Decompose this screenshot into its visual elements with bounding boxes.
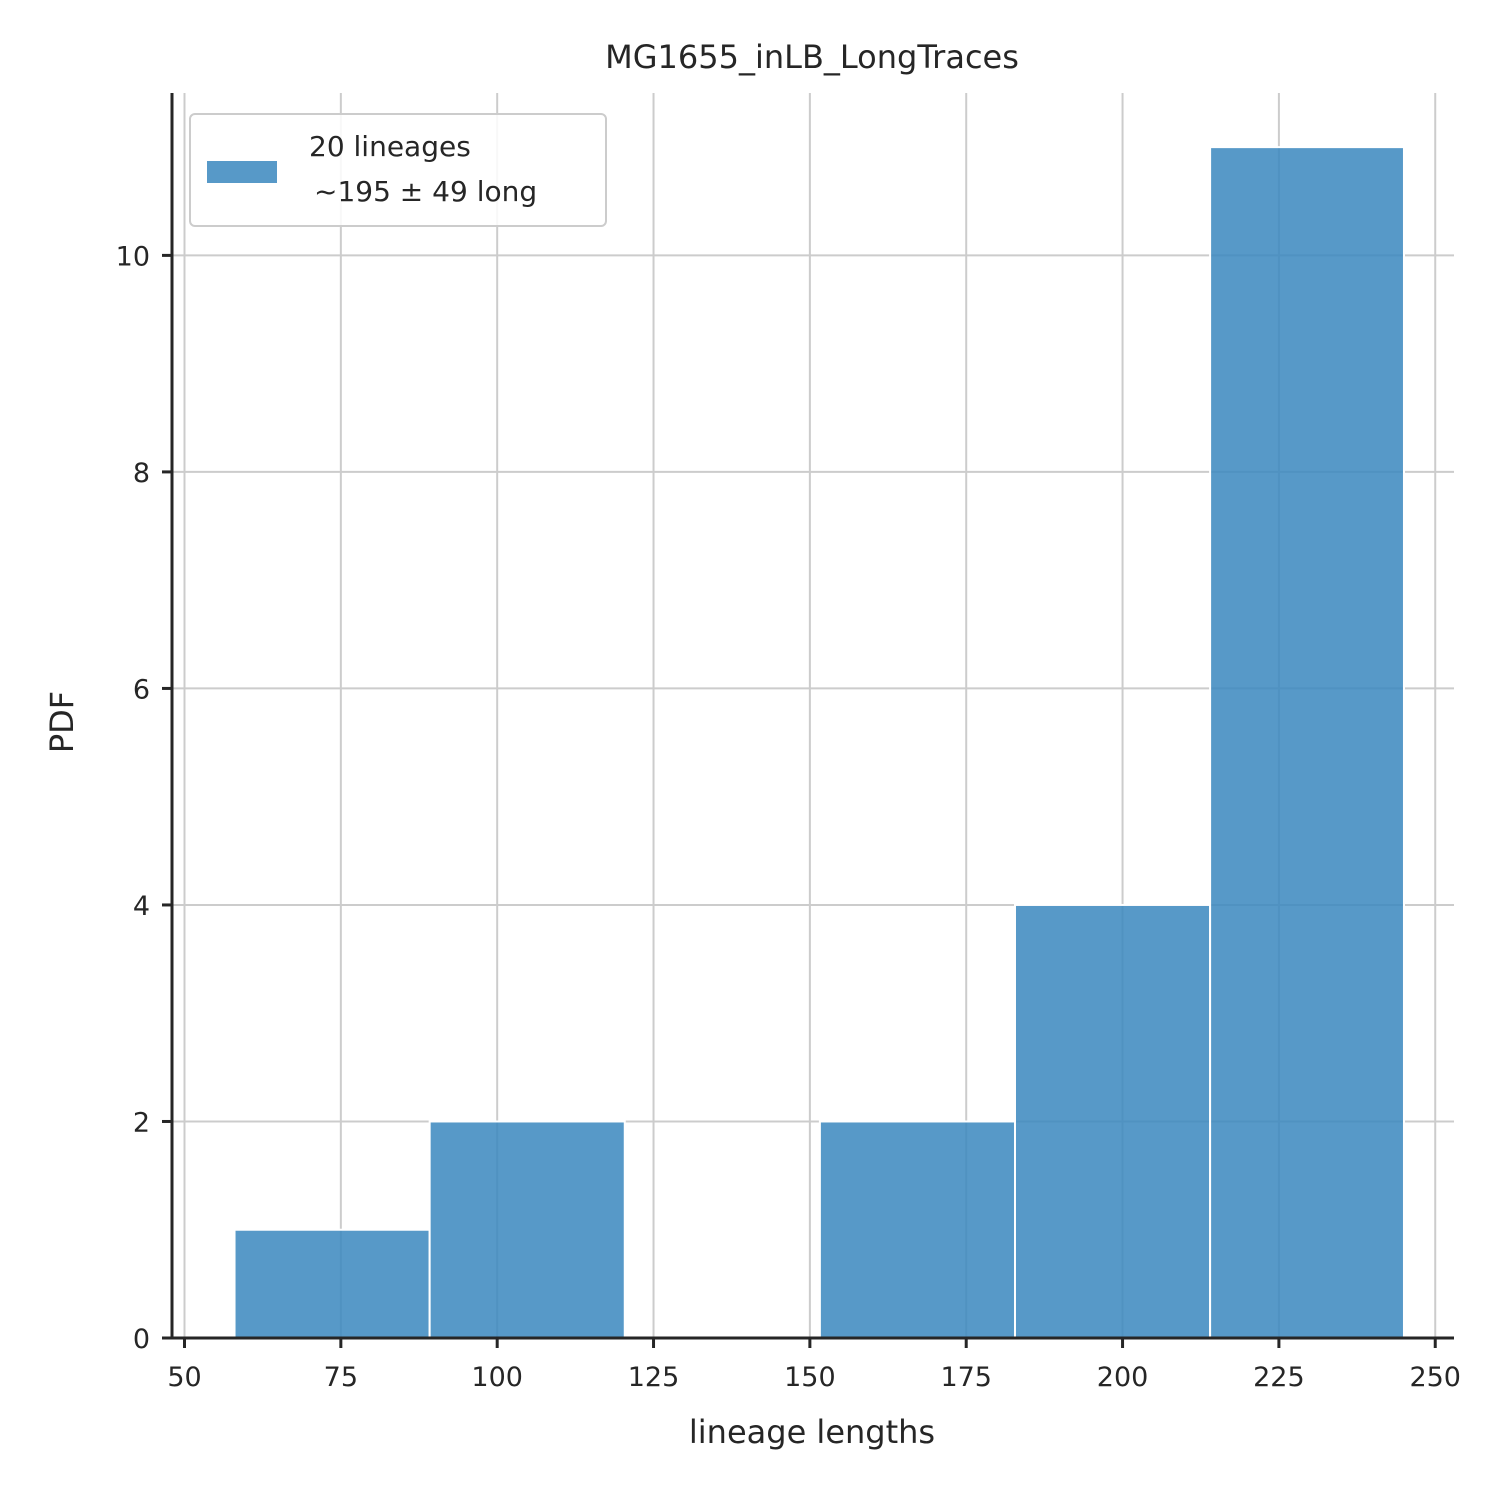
histogram-bar-4	[1013, 903, 1212, 1340]
legend-label-line2: ~195 ± 49 long	[314, 175, 537, 208]
x-tick-label: 175	[940, 1362, 992, 1393]
legend-frame	[189, 113, 607, 227]
x-tick-label: 250	[1409, 1362, 1461, 1393]
y-ticks: 0 2 4 6 8 10	[116, 241, 172, 1355]
y-tick-label: 4	[133, 891, 150, 922]
y-tick-label: 8	[133, 458, 150, 489]
y-tick-label: 6	[133, 674, 150, 705]
legend: 20 lineages ~195 ± 49 long	[189, 113, 607, 227]
x-tick-label: 200	[1097, 1362, 1149, 1393]
x-tick-label: 225	[1253, 1362, 1305, 1393]
legend-label-line1: 20 lineages	[309, 130, 471, 163]
legend-swatch	[207, 161, 277, 183]
histogram-bar-0	[233, 1228, 431, 1340]
x-tick-label: 150	[784, 1362, 836, 1393]
y-tick-label: 10	[116, 241, 150, 272]
x-tick-label: 50	[167, 1362, 201, 1393]
bars	[233, 146, 1405, 1340]
chart-title: MG1655_inLB_LongTraces	[605, 38, 1019, 76]
y-tick-label: 0	[133, 1324, 150, 1355]
x-axis-label: lineage lengths	[689, 1413, 935, 1451]
x-tick-label: 100	[471, 1362, 523, 1393]
y-axis-label: PDF	[43, 691, 81, 753]
histogram-bar-1	[428, 1120, 626, 1340]
histogram-bar-5	[1209, 146, 1405, 1339]
axes	[170, 93, 1454, 1340]
histogram-bar-3	[818, 1120, 1016, 1340]
x-ticks: 50 75 100 125 150 175 200 225 250	[167, 1338, 1461, 1393]
y-tick-label: 2	[133, 1107, 150, 1138]
x-tick-label: 75	[324, 1362, 358, 1393]
x-tick-label: 125	[628, 1362, 680, 1393]
